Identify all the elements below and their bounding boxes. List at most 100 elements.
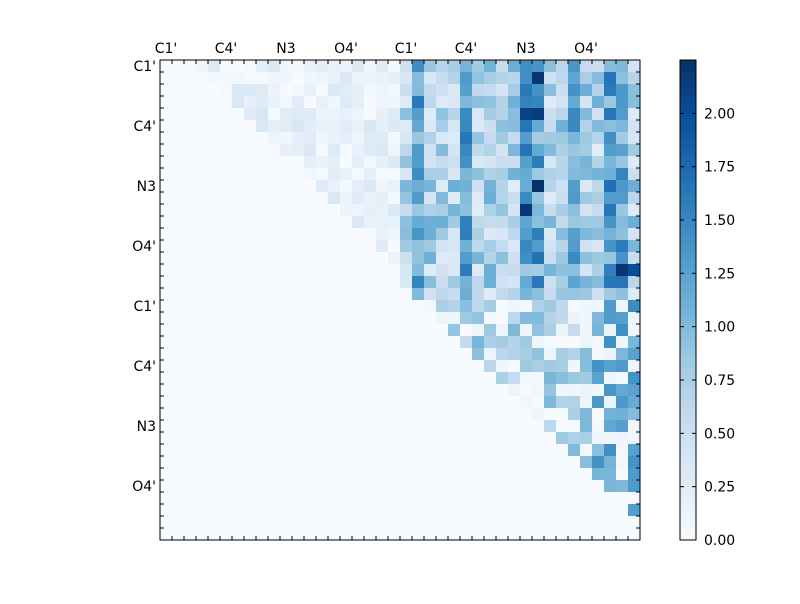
heatmap-cell (280, 60, 293, 73)
heatmap-cell (568, 60, 581, 73)
heatmap-cell (388, 408, 401, 421)
heatmap-cell (352, 360, 365, 373)
heatmap-cell (616, 192, 629, 205)
heatmap-cell (544, 372, 557, 385)
heatmap-cell (568, 264, 581, 277)
heatmap-cell (472, 84, 485, 97)
heatmap-cell (232, 408, 245, 421)
heatmap-cell (448, 156, 461, 169)
heatmap-cell (268, 72, 281, 85)
heatmap-cell (364, 180, 377, 193)
heatmap-cell (520, 84, 533, 97)
heatmap-cell (448, 384, 461, 397)
heatmap-cell (544, 168, 557, 181)
heatmap-cell (256, 516, 269, 529)
heatmap-cell (160, 192, 173, 205)
heatmap-cell (328, 252, 341, 265)
heatmap-cell (184, 252, 197, 265)
heatmap-cell (340, 468, 353, 481)
heatmap-cell (472, 528, 485, 541)
heatmap-cell (412, 144, 425, 157)
heatmap-cell (304, 300, 317, 313)
heatmap-cell (484, 96, 497, 109)
heatmap-cell (448, 432, 461, 445)
heatmap-cell (160, 516, 173, 529)
heatmap-cell (280, 444, 293, 457)
x-tick-label: O4' (334, 41, 358, 57)
heatmap-cell (316, 396, 329, 409)
heatmap-cell (412, 408, 425, 421)
heatmap-cell (184, 132, 197, 145)
heatmap-cell (616, 360, 629, 373)
heatmap-cell (604, 240, 617, 253)
heatmap-cell (268, 480, 281, 493)
heatmap-cell (328, 420, 341, 433)
heatmap-cell (172, 468, 185, 481)
heatmap-cell (244, 108, 257, 121)
heatmap-cell (352, 60, 365, 73)
heatmap-cell (532, 396, 545, 409)
heatmap-cell (532, 204, 545, 217)
heatmap-cell (280, 408, 293, 421)
heatmap-cell (292, 288, 305, 301)
heatmap-cell (160, 60, 173, 73)
heatmap-cell (220, 120, 233, 133)
heatmap-cell (304, 348, 317, 361)
heatmap-cell (496, 420, 509, 433)
heatmap-cell (244, 300, 257, 313)
heatmap-cell (388, 420, 401, 433)
heatmap-cell (532, 492, 545, 505)
heatmap-cell (220, 168, 233, 181)
heatmap-cell (424, 504, 437, 517)
heatmap-cell (352, 108, 365, 121)
heatmap-cell (340, 324, 353, 337)
heatmap-cell (244, 360, 257, 373)
heatmap-cell (400, 528, 413, 541)
heatmap-cell (448, 300, 461, 313)
heatmap-cell (568, 72, 581, 85)
heatmap-cell (532, 324, 545, 337)
heatmap-cell (580, 396, 593, 409)
heatmap-cell (400, 468, 413, 481)
heatmap-cell (244, 96, 257, 109)
heatmap-cell (196, 396, 209, 409)
heatmap-cell (508, 204, 521, 217)
heatmap-cell (292, 132, 305, 145)
heatmap-cell (196, 516, 209, 529)
heatmap-cell (424, 324, 437, 337)
heatmap-cell (364, 408, 377, 421)
heatmap-cell (412, 300, 425, 313)
heatmap-cell (328, 228, 341, 241)
heatmap-cell (376, 276, 389, 289)
heatmap-cell (592, 84, 605, 97)
heatmap-cell (460, 420, 473, 433)
heatmap-cell (448, 216, 461, 229)
heatmap-cell (256, 420, 269, 433)
heatmap-cell (220, 204, 233, 217)
heatmap-cell (520, 96, 533, 109)
heatmap-cell (340, 432, 353, 445)
heatmap-cell (292, 144, 305, 157)
heatmap-cell (460, 204, 473, 217)
heatmap-cell (592, 432, 605, 445)
heatmap-cell (544, 216, 557, 229)
heatmap-cell (568, 96, 581, 109)
heatmap-cell (316, 252, 329, 265)
heatmap-cell (352, 228, 365, 241)
heatmap-cell (244, 480, 257, 493)
heatmap-cell (448, 276, 461, 289)
heatmap-cell (352, 276, 365, 289)
heatmap-cell (568, 396, 581, 409)
heatmap-cell (376, 96, 389, 109)
heatmap-cell (172, 480, 185, 493)
heatmap-cell (628, 228, 641, 241)
heatmap-cell (292, 216, 305, 229)
heatmap-cell (376, 528, 389, 541)
heatmap-cell (604, 180, 617, 193)
heatmap-cell (448, 132, 461, 145)
heatmap-cell (520, 504, 533, 517)
heatmap-cell (316, 108, 329, 121)
heatmap-cell (340, 276, 353, 289)
heatmap-cell (532, 312, 545, 325)
heatmap-cell (496, 324, 509, 337)
